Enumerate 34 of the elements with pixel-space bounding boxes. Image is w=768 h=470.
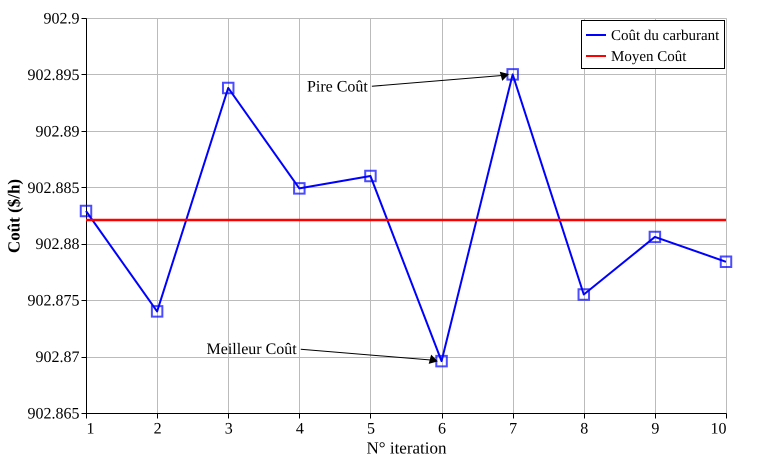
point	[578, 288, 590, 301]
y-tick-label: 902.875	[28, 292, 80, 310]
x-tick-label: 7	[509, 420, 518, 438]
legend-label: Moyen Coût	[611, 49, 688, 65]
x-tick-label: 5	[366, 420, 375, 438]
x-tick-label: 2	[154, 420, 162, 438]
legend-label: Coût du carburant	[611, 28, 720, 44]
x-tick-label: 3	[224, 420, 233, 438]
y-tick-label: 902.9	[44, 10, 80, 28]
x-tick-label: 8	[580, 420, 588, 438]
point	[506, 68, 519, 81]
y-tick-label: 902.89	[36, 123, 80, 140]
point	[648, 230, 662, 244]
y-tick-label: 902.885	[28, 180, 80, 197]
point	[80, 204, 92, 218]
point	[720, 256, 732, 268]
y-tick-label: 902.865	[28, 406, 80, 422]
point	[150, 305, 164, 318]
y-tick-label: 902.895	[28, 66, 80, 84]
annotation: Meilleur Coût	[206, 341, 298, 358]
x-tick-label: 10	[710, 420, 726, 438]
x-tick-label: 6	[438, 420, 446, 438]
y-tick-label: 902.88	[36, 236, 80, 254]
annotation: Pire Coût	[306, 78, 368, 96]
x-tick-label: 9	[651, 420, 660, 438]
point	[222, 82, 234, 94]
x-tick-label: 4	[296, 420, 304, 438]
point	[364, 170, 377, 182]
x-tick-label: 1	[86, 420, 94, 438]
point	[435, 354, 448, 368]
x-axis-title: N° iteration	[366, 438, 447, 458]
y-axis-title: Coût ($/h)	[4, 178, 24, 254]
y-tick-label: 902.87	[36, 349, 80, 366]
point	[293, 182, 306, 195]
